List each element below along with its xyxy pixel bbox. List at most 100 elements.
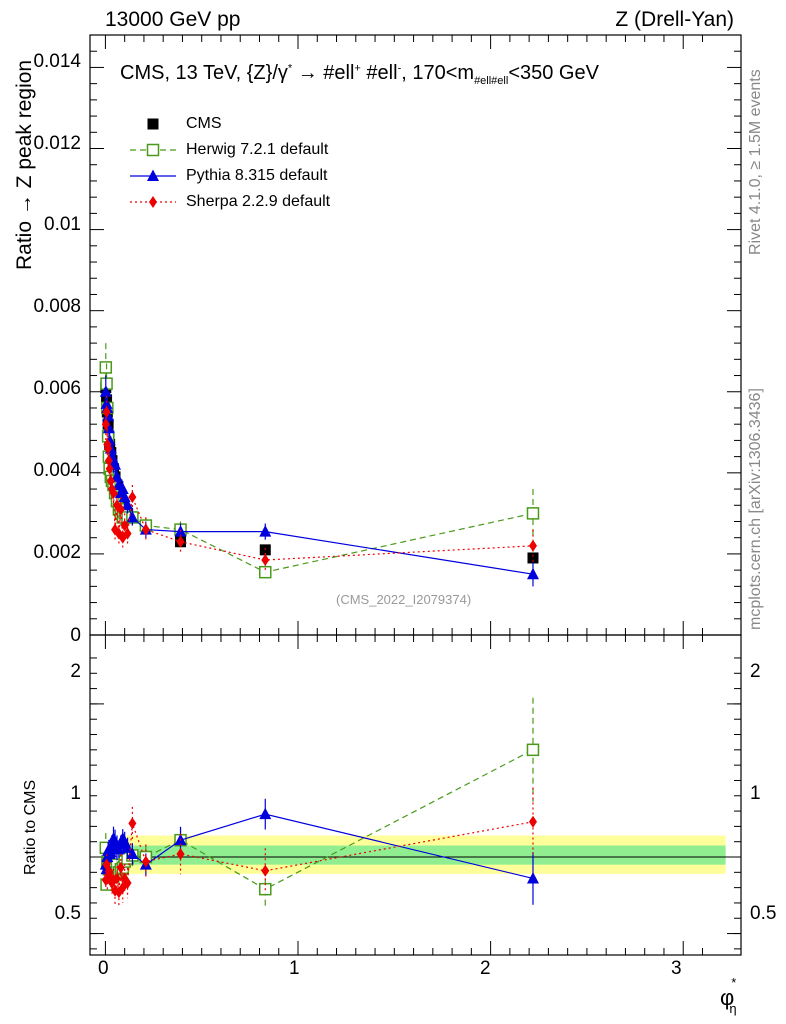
- x-tick-label: 1: [289, 958, 300, 979]
- plot-title-arrow: →: [297, 62, 318, 84]
- bottom-y-tick-label: 0.5: [54, 903, 81, 924]
- legend-label-cms: CMS: [186, 115, 222, 132]
- data-point: [176, 535, 185, 548]
- data-point: [116, 482, 129, 495]
- top-y-tick-label: 0.008: [33, 296, 81, 317]
- mcplots-reference-label: mcplots.cern.ch [arXiv:1306.3436]: [747, 388, 764, 630]
- legend-label-herwig: Herwig 7.2.1 default: [186, 141, 329, 158]
- x-axis-phi: φ: [720, 985, 735, 1010]
- data-point: [104, 442, 113, 455]
- plot-title-star: *: [287, 62, 293, 75]
- plot-title-range-sub: #ell#ell: [474, 75, 509, 87]
- legend-marker: [146, 143, 160, 157]
- legend-marker: [147, 169, 159, 181]
- data-point: [102, 421, 115, 434]
- ratio-point: [261, 864, 270, 877]
- series-3: [101, 395, 537, 573]
- data-point: [102, 406, 111, 419]
- top-y-axis-title: Ratio → Z peak region: [13, 59, 36, 270]
- bottom-y-tick-label: 2: [70, 661, 81, 682]
- x-tick-label: 0: [98, 958, 109, 979]
- inner-uncertainty-band: [124, 845, 726, 865]
- ratio-uncertainty-bands: [90, 835, 741, 874]
- ratio-point: [141, 855, 150, 868]
- data-point: [528, 539, 537, 552]
- top-y-tick-label: 0.004: [33, 460, 81, 481]
- data-point: [259, 544, 271, 556]
- x-axis-star: *: [731, 975, 737, 990]
- ratio-point: [123, 877, 132, 890]
- top-y-tick-label: 0.01: [44, 214, 81, 235]
- series-2: [99, 375, 539, 587]
- ratio-point: [259, 807, 272, 820]
- top-y-tick-label: 0.014: [33, 51, 81, 72]
- data-point: [121, 498, 134, 511]
- data-point: [527, 552, 539, 564]
- bottom-y-tick-label-right: 2: [750, 661, 761, 682]
- legend-markers: [130, 118, 176, 208]
- plot-title-main: CMS, 13 TeV, {Z}/γ: [120, 62, 288, 84]
- data-point: [259, 525, 272, 537]
- bottom-y-axis-title: Ratio to CMS: [22, 779, 39, 875]
- plot-title-range-b: <350 GeV: [508, 62, 599, 84]
- data-point: [123, 527, 132, 540]
- ratio-point: [128, 817, 137, 830]
- series-line: [105, 367, 534, 573]
- ratio-point: [526, 871, 539, 884]
- top-y-tick-label: 0: [70, 625, 81, 646]
- data-point: [110, 470, 123, 482]
- x-axis-title: φ* η: [720, 975, 747, 1016]
- ratio-point: [126, 847, 139, 859]
- ratio-point: [104, 845, 117, 858]
- ratio-series-2: [101, 787, 537, 907]
- data-series: [99, 343, 540, 909]
- ratio-series-1: [99, 798, 539, 905]
- top-y-tick-label: 0.006: [33, 378, 81, 399]
- analysis-watermark: (CMS_2022_I2079374): [336, 592, 472, 607]
- rivet-version-label: Rivet 4.1.0, ≥ 1.5M events: [747, 69, 764, 255]
- ratio-point: [528, 815, 537, 828]
- ratio-point: [116, 861, 125, 874]
- data-point: [109, 487, 118, 500]
- data-point: [128, 491, 137, 504]
- series-line: [105, 411, 534, 561]
- data-point: [106, 474, 115, 487]
- data-point: [99, 385, 112, 397]
- bottom-y-tick-label-right: 0.5: [750, 903, 777, 924]
- data-point: [99, 361, 113, 374]
- ratio-series-0: [99, 697, 540, 909]
- data-point: [259, 565, 272, 579]
- data-point: [116, 503, 125, 516]
- axis-ticks: [90, 35, 741, 955]
- data-point: [141, 523, 150, 536]
- bottom-y-tick-label: 1: [70, 783, 81, 804]
- bottom-y-tick-label-right: 1: [750, 783, 761, 804]
- ratio-point: [526, 743, 540, 757]
- ratio-point: [112, 872, 121, 885]
- bottom-plot-frame: [89, 634, 742, 956]
- top-y-tick-label: 0.002: [33, 542, 81, 563]
- legend-label-sherpa: Sherpa 2.2.9 default: [186, 193, 331, 210]
- legend-label-pythia: Pythia 8.315 default: [186, 167, 328, 184]
- data-point: [120, 519, 129, 532]
- header-energy-label: 13000 GeV pp: [105, 8, 241, 31]
- plot-title-ell2: #ell: [366, 62, 398, 84]
- x-axis-eta: η: [729, 1001, 737, 1016]
- x-tick-label: 2: [480, 958, 491, 979]
- data-point: [526, 507, 540, 520]
- plot-title: CMS, 13 TeV, {Z}/γ* → #ell+ #ell-, 170<m…: [120, 62, 599, 87]
- header-process-label: Z (Drell-Yan): [615, 8, 734, 31]
- x-tick-label: 3: [671, 958, 682, 979]
- data-point: [105, 462, 114, 475]
- plot-title-plus: +: [354, 62, 361, 75]
- data-point: [526, 567, 539, 580]
- legend-marker: [147, 118, 159, 130]
- series-line: [105, 391, 534, 575]
- plot-title-minus: -: [397, 62, 402, 75]
- data-point: [104, 454, 113, 467]
- top-y-tick-label: 0.012: [33, 133, 81, 154]
- plot-frames: [89, 34, 742, 956]
- series-1: [99, 343, 540, 583]
- plot-title-ell1: #ell: [323, 62, 355, 84]
